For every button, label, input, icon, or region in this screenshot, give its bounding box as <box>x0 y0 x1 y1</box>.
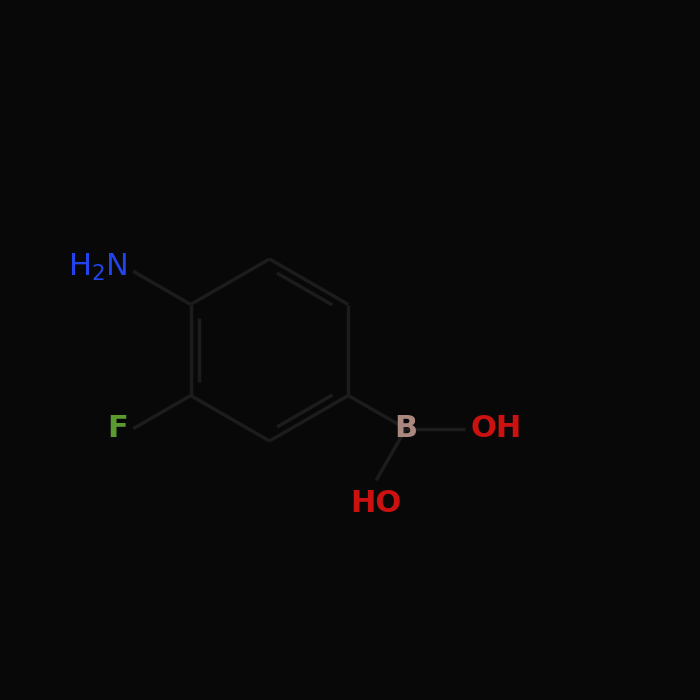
Text: $\mathrm{H_2N}$: $\mathrm{H_2N}$ <box>68 252 127 284</box>
Text: F: F <box>107 414 127 443</box>
Text: OH: OH <box>471 414 522 443</box>
Text: HO: HO <box>351 489 402 518</box>
Text: B: B <box>394 414 417 443</box>
